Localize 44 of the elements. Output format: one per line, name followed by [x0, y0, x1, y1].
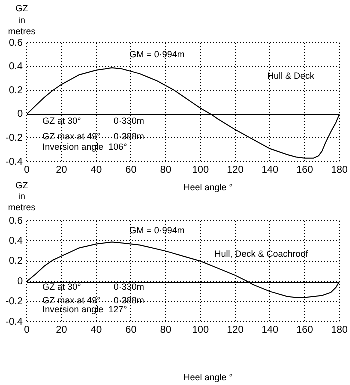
x-tick-label: 40 — [90, 324, 102, 336]
y-tick-label: 0.6 — [9, 216, 24, 227]
annotation: GM = 0·994m — [130, 226, 185, 236]
y-tick-label: -0.2 — [6, 132, 24, 144]
x-tick-label: 20 — [56, 164, 68, 176]
x-tick-label: 20 — [56, 324, 68, 336]
annotation: Inversion angle 106° — [42, 142, 128, 152]
x-tick-label: 100 — [192, 324, 210, 336]
y-tick-label: 0.4 — [9, 236, 24, 247]
x-tick-label: 160 — [296, 324, 314, 336]
y-tick-label: 0.6 — [9, 38, 24, 49]
x-tick-label: 180 — [331, 164, 348, 176]
x-tick-label: 60 — [126, 164, 138, 176]
x-tick-label: 120 — [227, 324, 244, 336]
x-tick-label: 140 — [262, 324, 279, 336]
y-axis-title: GZ in metres — [8, 180, 36, 212]
x-tick-label: 0 — [24, 324, 30, 336]
x-tick-label: 80 — [160, 164, 172, 176]
x-tick-label: 140 — [262, 164, 279, 176]
x-tick-label: 0 — [24, 164, 30, 176]
annotation: 0·330m — [114, 116, 144, 126]
x-tick-label: 100 — [192, 164, 210, 176]
x-axis-title: Heel angle ° — [184, 372, 234, 382]
x-axis-title: Heel angle ° — [184, 182, 234, 192]
annotation: Inversion angle 127° — [42, 304, 128, 314]
x-tick-label: 160 — [296, 164, 314, 176]
annotation: GM = 0·994m — [130, 49, 185, 60]
x-tick-label: 120 — [227, 164, 244, 176]
y-axis-title: GZ in metres — [8, 3, 36, 36]
x-tick-label: 80 — [160, 324, 172, 336]
y-tick-label: 0.2 — [9, 85, 24, 96]
text: Hull, Deck & Coachroof — [214, 248, 309, 259]
text: Hull & Deck — [268, 70, 316, 81]
y-tick-label: -0.2 — [6, 296, 24, 308]
y-tick-label: 0 — [17, 276, 24, 288]
x-tick-label: 60 — [126, 324, 138, 336]
y-tick-label: 0.2 — [9, 256, 24, 268]
annotation: 0·330m — [114, 282, 144, 292]
x-tick-label: 180 — [331, 324, 348, 336]
y-tick-label: -0.4 — [6, 156, 24, 168]
x-tick-label: 40 — [90, 164, 102, 176]
y-tick-label: 0 — [17, 109, 24, 120]
y-tick-label: -0.4 — [6, 316, 24, 328]
y-tick-label: 0.4 — [9, 62, 24, 73]
